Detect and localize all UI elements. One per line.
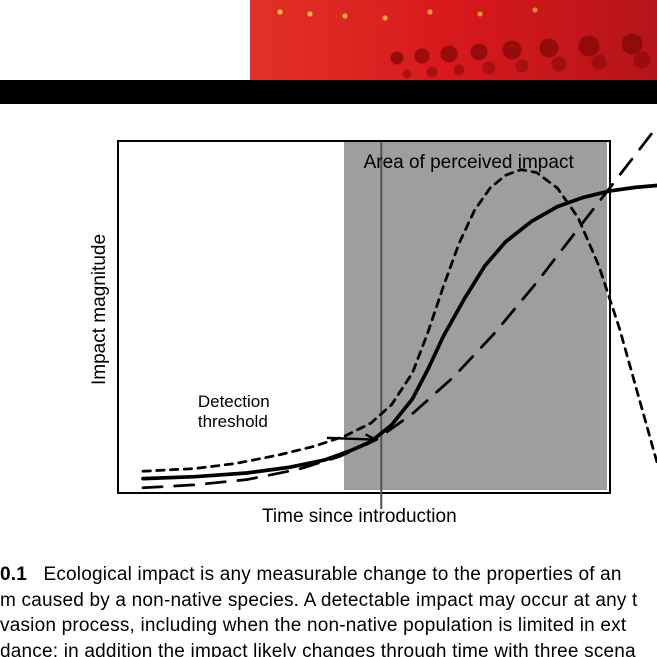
perceived-impact-label: Area of perceived impact bbox=[364, 152, 574, 174]
figure-area: Area of perceived impact Detectionthresh… bbox=[55, 140, 655, 560]
banner-yellow-dots bbox=[260, 0, 580, 30]
y-axis-label: Impact magnitude bbox=[89, 234, 111, 385]
black-band bbox=[0, 80, 657, 104]
chart-svg bbox=[117, 140, 657, 510]
x-axis-label: Time since introduction bbox=[262, 506, 457, 528]
series-solid bbox=[143, 185, 657, 478]
series-long-dash bbox=[143, 122, 657, 488]
page-root: Area of perceived impact Detectionthresh… bbox=[0, 0, 657, 657]
book-banner bbox=[0, 0, 657, 80]
detection-threshold-label: Detectionthreshold bbox=[198, 392, 270, 431]
figure-caption: 0.1 Ecological impact is any measurable … bbox=[0, 562, 657, 657]
